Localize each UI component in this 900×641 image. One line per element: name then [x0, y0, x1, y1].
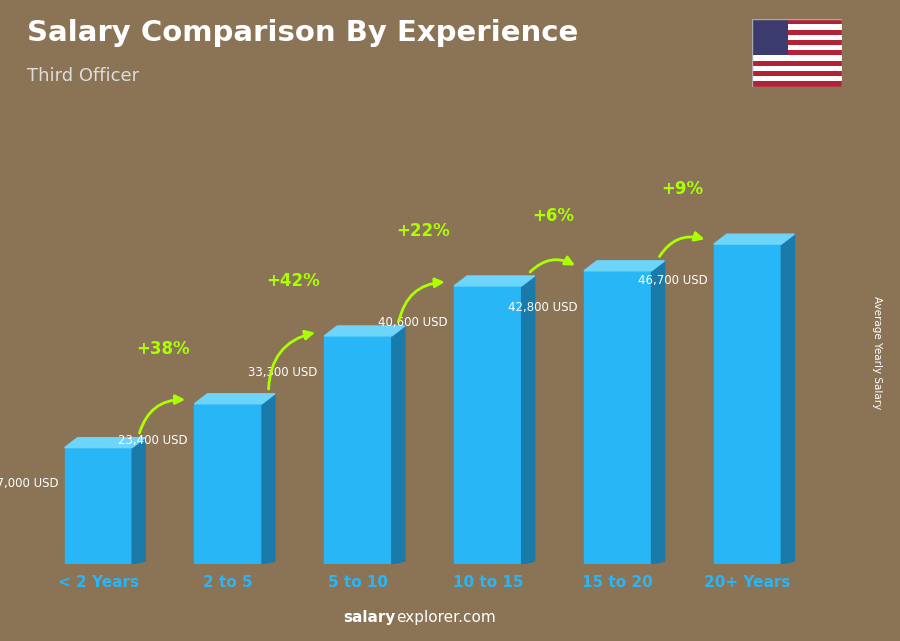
Text: explorer.com: explorer.com	[396, 610, 496, 625]
Bar	[752, 56, 842, 61]
Polygon shape	[584, 261, 664, 271]
Text: 33,300 USD: 33,300 USD	[248, 366, 318, 379]
Text: Average Yearly Salary: Average Yearly Salary	[872, 296, 883, 409]
Bar	[752, 71, 842, 76]
Polygon shape	[714, 234, 795, 244]
Polygon shape	[194, 404, 262, 564]
Bar	[752, 50, 842, 56]
Text: 17,000 USD: 17,000 USD	[0, 478, 58, 490]
Polygon shape	[132, 438, 145, 564]
Bar	[752, 19, 842, 24]
Polygon shape	[522, 276, 535, 564]
Text: 40,600 USD: 40,600 USD	[378, 315, 447, 329]
Bar	[752, 61, 842, 66]
Bar	[752, 66, 842, 71]
Bar	[752, 35, 842, 40]
Polygon shape	[392, 326, 405, 564]
Polygon shape	[652, 261, 664, 564]
Text: Salary Comparison By Experience: Salary Comparison By Experience	[27, 19, 578, 47]
Bar	[752, 40, 842, 45]
Text: salary: salary	[344, 610, 396, 625]
Polygon shape	[454, 286, 522, 564]
Bar	[752, 76, 842, 81]
Text: +9%: +9%	[662, 180, 704, 198]
Text: 42,800 USD: 42,800 USD	[508, 301, 578, 313]
Polygon shape	[65, 438, 145, 447]
Text: Third Officer: Third Officer	[27, 67, 140, 85]
Bar	[752, 24, 842, 29]
Polygon shape	[454, 276, 535, 286]
Polygon shape	[584, 271, 652, 564]
Polygon shape	[194, 394, 275, 404]
Bar	[752, 19, 788, 56]
Bar	[752, 29, 842, 35]
Text: +38%: +38%	[137, 340, 190, 358]
Polygon shape	[324, 326, 405, 336]
Polygon shape	[781, 234, 795, 564]
Polygon shape	[324, 336, 392, 564]
Text: 23,400 USD: 23,400 USD	[119, 433, 188, 447]
Text: +22%: +22%	[396, 222, 450, 240]
Text: +6%: +6%	[532, 207, 574, 225]
Text: 46,700 USD: 46,700 USD	[637, 274, 707, 287]
Polygon shape	[65, 447, 132, 564]
Bar	[752, 45, 842, 50]
Bar	[752, 81, 842, 87]
Polygon shape	[714, 244, 781, 564]
Polygon shape	[262, 394, 275, 564]
Text: +42%: +42%	[266, 272, 320, 290]
